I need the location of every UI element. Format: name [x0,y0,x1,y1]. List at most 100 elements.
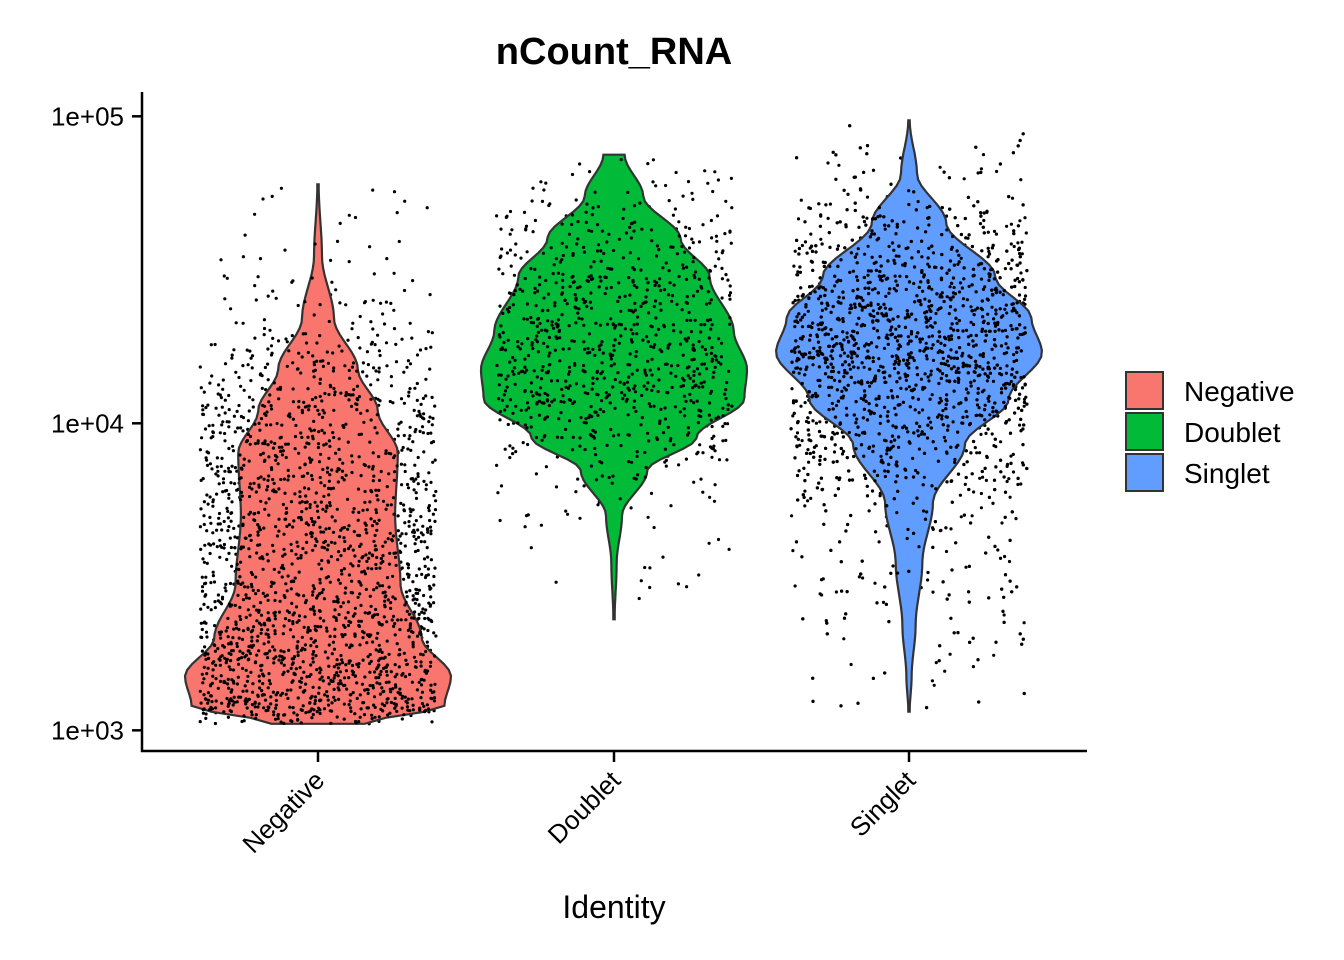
data-point [837,295,841,299]
data-point [591,206,595,210]
data-point [384,451,388,455]
data-point [358,715,362,719]
data-point [926,279,930,283]
data-point [327,493,331,497]
data-point [975,398,979,402]
data-point [884,294,888,298]
data-point [391,574,395,578]
data-point [664,183,668,188]
data-point [198,448,202,452]
data-point [805,451,809,455]
data-point [921,509,926,513]
data-point [282,477,286,481]
data-point [368,661,372,666]
data-point [584,421,588,425]
data-point [223,431,227,436]
data-point [827,408,831,412]
data-point [272,567,276,572]
data-point [556,318,561,322]
data-point [288,415,292,419]
data-point [360,556,364,560]
data-point [362,631,366,635]
data-point [261,557,265,561]
data-point [891,424,895,428]
data-point [286,696,290,701]
data-point [342,676,347,680]
data-point [873,217,878,221]
data-point [248,349,252,353]
data-point [1022,621,1026,625]
data-point [429,345,433,349]
data-point [254,592,258,596]
data-point [853,381,857,385]
data-point [574,198,578,202]
data-point [299,721,303,725]
data-point [214,677,218,681]
data-point [912,358,916,363]
data-point [725,380,729,385]
data-point [239,695,243,699]
data-point [241,545,245,549]
data-point [633,220,637,224]
data-point [573,363,577,367]
data-point [523,365,527,369]
data-point [533,267,537,271]
data-point [609,354,613,358]
data-point [235,562,239,566]
data-point [338,457,342,462]
data-point [400,566,404,570]
data-point [257,702,261,706]
data-point [316,442,321,446]
data-point [336,558,340,562]
data-point [1025,466,1029,471]
data-point [505,214,509,218]
data-point [685,585,689,589]
data-point [644,300,648,304]
data-point [223,362,228,366]
data-point [859,188,863,192]
data-point [217,413,221,417]
data-point [206,701,210,705]
data-point [261,403,265,408]
data-point [407,524,411,528]
data-point [218,633,222,637]
data-point [359,432,363,436]
data-point [562,400,566,404]
data-point [623,327,627,331]
data-point [227,686,231,690]
data-point [228,581,233,586]
data-point [334,618,338,623]
data-point [1019,178,1023,182]
data-point [322,494,326,498]
data-point [911,501,915,505]
data-point [709,418,713,422]
data-point [415,414,419,418]
data-point [229,659,233,663]
data-point [405,595,409,599]
data-point [382,656,386,660]
data-point [689,399,693,403]
data-point [226,682,230,686]
data-point [363,500,367,504]
data-point [503,389,508,393]
data-point [713,365,717,369]
data-point [266,628,270,632]
data-point [696,421,701,425]
data-point [202,500,206,504]
data-point [364,587,368,592]
data-point [416,482,420,486]
data-point [650,357,654,361]
data-point [362,569,366,573]
data-point [213,342,217,347]
data-point [258,257,263,261]
data-point [429,688,433,692]
data-point [538,393,542,397]
data-point [244,668,248,672]
data-point [862,220,867,224]
data-point [316,408,320,412]
data-point [382,666,386,671]
data-point [539,523,544,527]
data-point [969,521,973,525]
data-point [199,621,203,625]
data-point [712,434,716,438]
